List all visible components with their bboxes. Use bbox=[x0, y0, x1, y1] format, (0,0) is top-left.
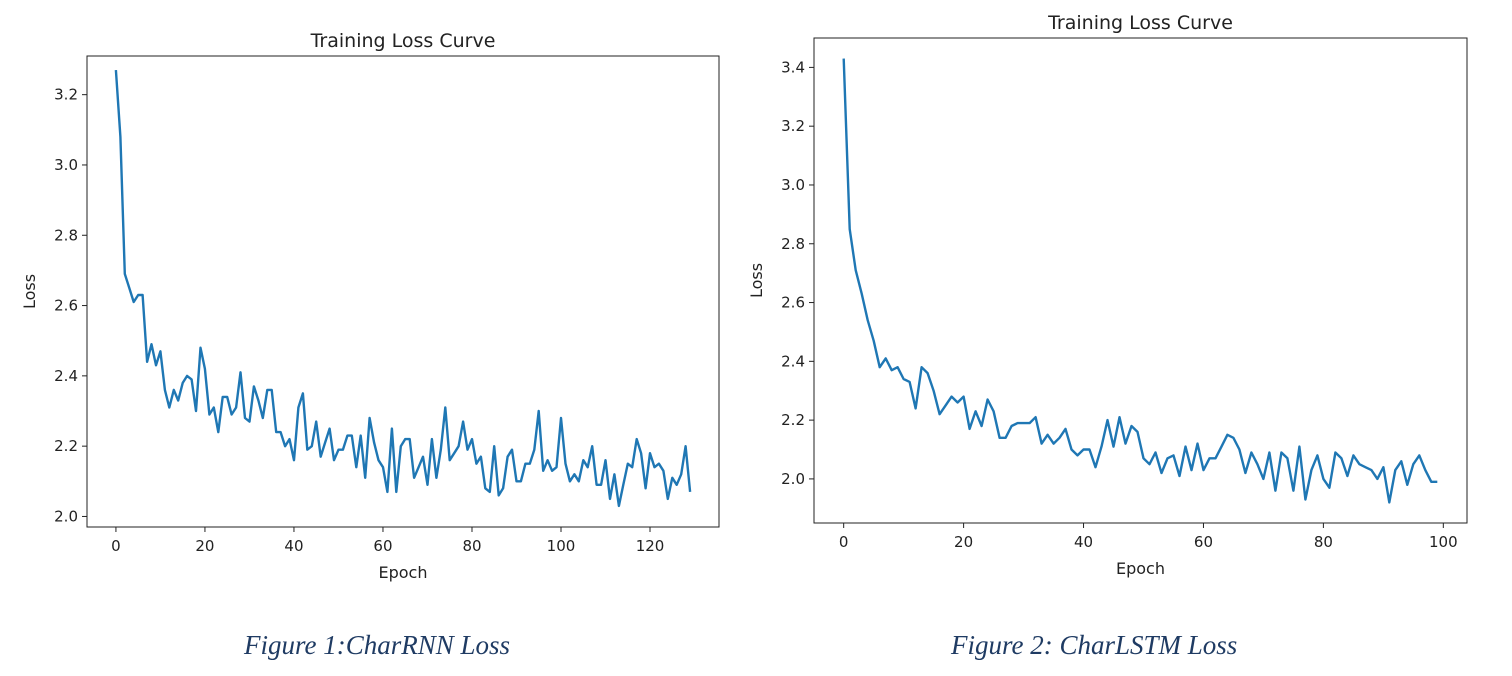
plot-frame-1 bbox=[86, 55, 720, 528]
y-tick-label: 2.4 bbox=[54, 367, 78, 385]
y-tick-label: 2.8 bbox=[781, 235, 805, 253]
x-tick-label: 20 bbox=[195, 537, 214, 555]
y-tick-label: 2.6 bbox=[781, 294, 805, 312]
y-tick-label: 2.0 bbox=[781, 470, 805, 488]
y-tick-label: 3.0 bbox=[781, 176, 805, 194]
figure-1-caption: Figure 1:CharRNN Loss bbox=[244, 630, 511, 660]
x-tick-label: 100 bbox=[1429, 533, 1458, 551]
y-tick-label: 2.6 bbox=[54, 297, 78, 315]
x-tick-label: 60 bbox=[373, 537, 392, 555]
figure-2-caption: Figure 2: CharLSTM Loss bbox=[951, 630, 1238, 660]
y-tick-label: 2.2 bbox=[54, 437, 78, 455]
x-tick-label: 60 bbox=[1194, 533, 1213, 551]
x-axis-title: Epoch bbox=[1116, 559, 1165, 578]
x-tick-label: 80 bbox=[1314, 533, 1333, 551]
x-tick-label: 100 bbox=[547, 537, 576, 555]
y-tick-label: 2.0 bbox=[54, 507, 78, 525]
loss-line-1 bbox=[114, 70, 692, 508]
y-tick-label: 3.4 bbox=[781, 58, 805, 76]
chart-title-1: Training Loss Curve bbox=[310, 30, 496, 52]
x-tick-label: 40 bbox=[284, 537, 303, 555]
plot-frame-2 bbox=[813, 37, 1468, 524]
y-tick-label: 2.8 bbox=[54, 226, 78, 244]
y-tick-label: 3.2 bbox=[781, 117, 805, 135]
y-tick-label: 3.2 bbox=[54, 86, 78, 104]
x-axis-title: Epoch bbox=[379, 563, 428, 582]
y-axis-title: Loss bbox=[20, 274, 39, 309]
x-tick-label: 120 bbox=[636, 537, 665, 555]
y-tick-label: 2.4 bbox=[781, 352, 805, 370]
loss-line-2 bbox=[842, 58, 1438, 504]
x-tick-label: 40 bbox=[1074, 533, 1093, 551]
x-tick-label: 20 bbox=[954, 533, 973, 551]
y-tick-label: 2.2 bbox=[781, 411, 805, 429]
y-tick-label: 3.0 bbox=[54, 156, 78, 174]
x-tick-label: 0 bbox=[111, 537, 121, 555]
x-tick-label: 80 bbox=[462, 537, 481, 555]
y-axis-title: Loss bbox=[747, 263, 766, 298]
chart-title-2: Training Loss Curve bbox=[1047, 12, 1233, 34]
x-tick-label: 0 bbox=[839, 533, 849, 551]
